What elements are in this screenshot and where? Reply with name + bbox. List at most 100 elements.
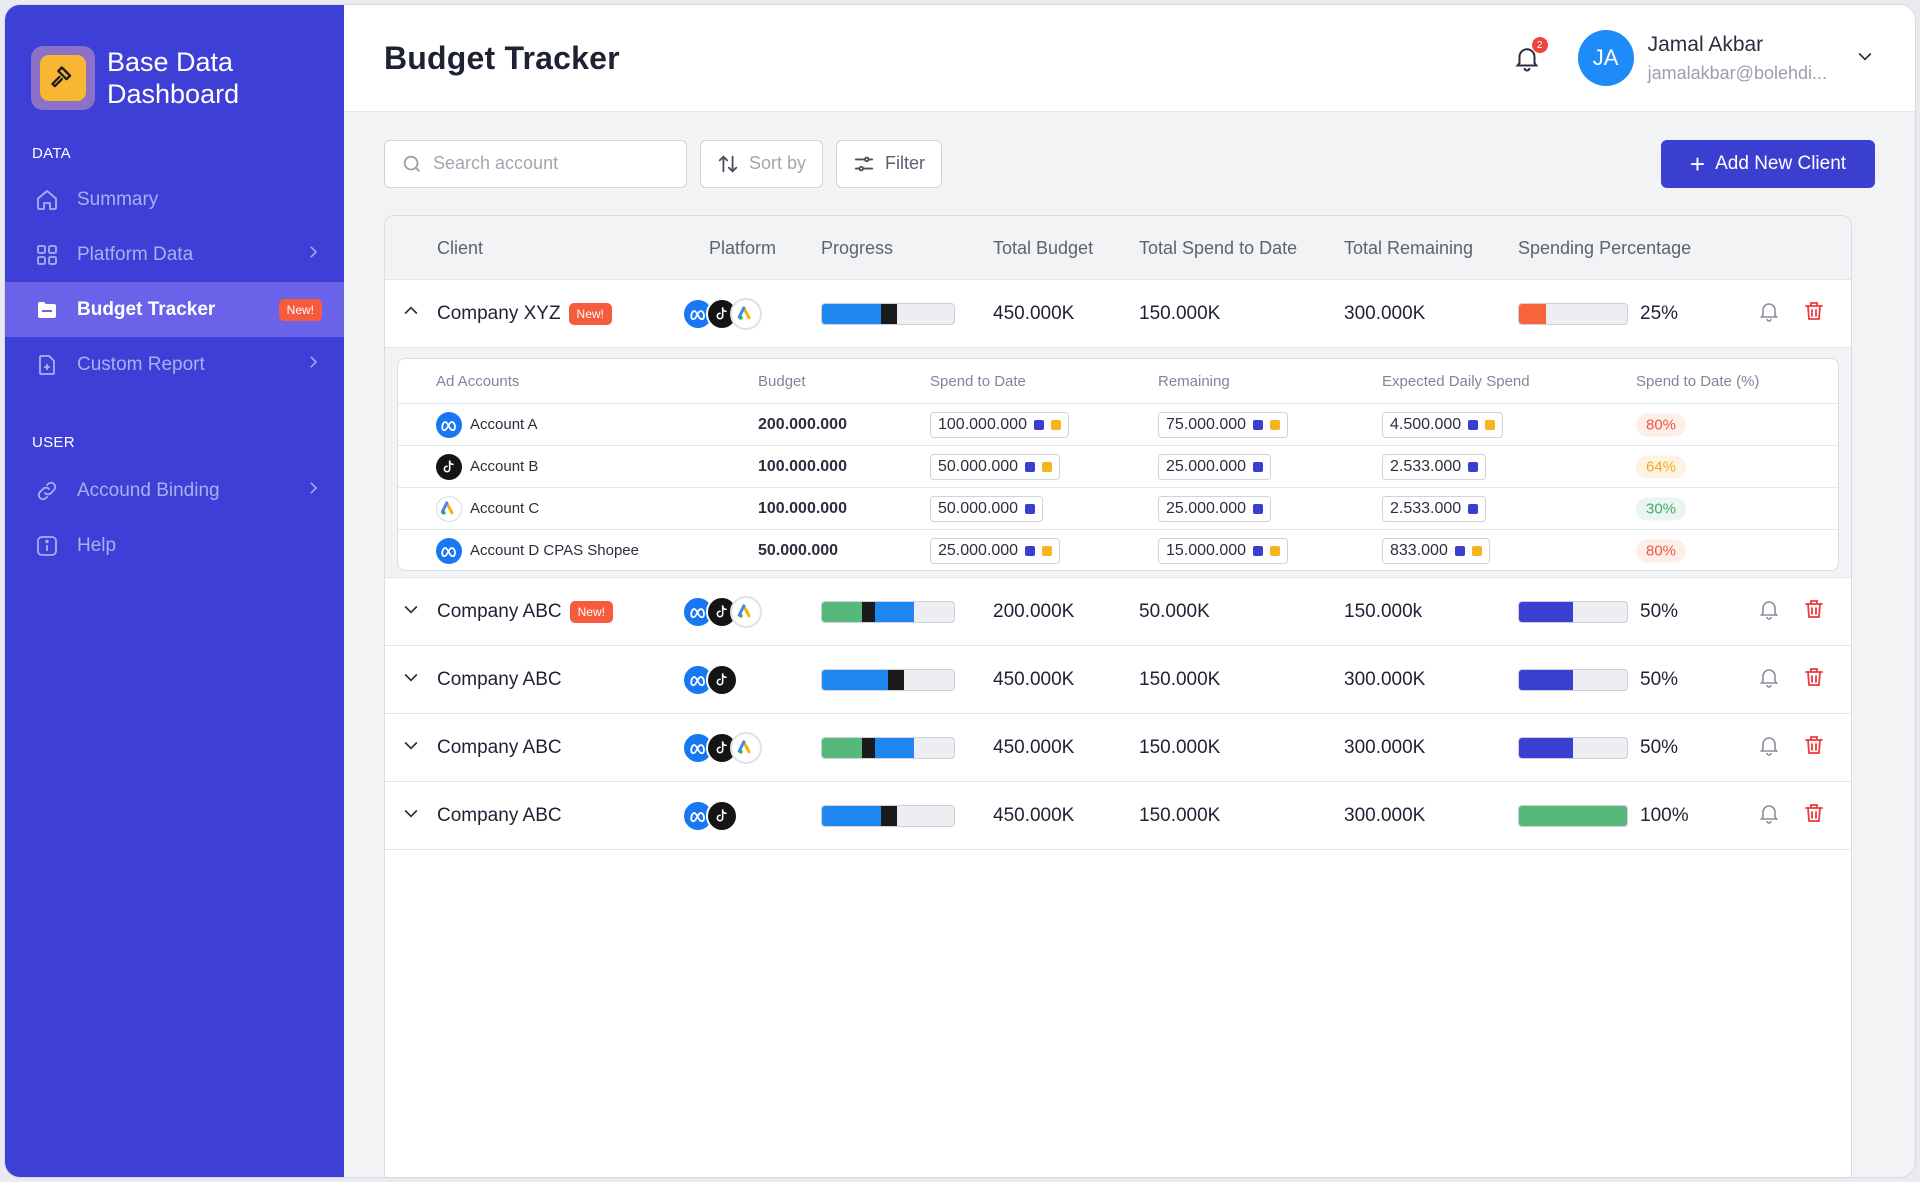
blue-indicator [1253, 419, 1264, 430]
spending-percentage-label: 100% [1640, 804, 1689, 826]
bell-icon[interactable] [1757, 299, 1781, 329]
total-remaining: 300.000K [1344, 736, 1426, 758]
ad-account-row[interactable]: Account A 200.000.000 100.000.000 75.000… [398, 403, 1838, 445]
new-badge: New! [568, 302, 612, 325]
platform-icons [682, 799, 738, 832]
table-row[interactable]: Company XYZ New! 450.000K 150.000K 300.0… [385, 280, 1851, 348]
ad-account-row[interactable]: Account D CPAS Shopee 50.000.000 25.000.… [398, 529, 1838, 570]
trash-icon[interactable] [1802, 733, 1826, 763]
blue-indicator [1253, 503, 1264, 514]
trash-icon[interactable] [1802, 299, 1826, 329]
chevron-down-icon[interactable] [401, 803, 421, 829]
expected-daily-spend-field: 2.533.000 [1382, 495, 1487, 522]
column-header: Spending Percentage [1518, 238, 1692, 258]
account-budget: 100.000.000 [758, 457, 847, 475]
notification-count-badge: 2 [1531, 37, 1548, 53]
spending-percentage-label: 50% [1640, 668, 1679, 690]
account-budget: 200.000.000 [758, 415, 847, 433]
trash-icon[interactable] [1802, 665, 1826, 695]
spend-to-date-value: 25.000.000 [938, 541, 1019, 559]
chevron-down-icon[interactable] [401, 599, 421, 625]
spend-to-date-field: 50.000.000 [930, 495, 1044, 522]
total-remaining: 300.000K [1344, 804, 1426, 826]
spending-bar [1518, 668, 1628, 691]
sort-button[interactable]: Sort by [700, 139, 824, 188]
avatar[interactable]: JA [1577, 30, 1634, 86]
sort-label: Sort by [749, 153, 807, 173]
brand-logo [31, 46, 95, 110]
blue-indicator [1025, 503, 1036, 514]
spend-to-date-field: 50.000.000 [930, 453, 1061, 480]
bell-icon[interactable] [1757, 733, 1781, 763]
ad-account-cell: Account D CPAS Shopee [436, 537, 639, 564]
home-icon [35, 188, 59, 212]
trash-icon[interactable] [1802, 801, 1826, 831]
spending-percentage: 25% [1518, 302, 1678, 325]
google-ads-icon [730, 731, 762, 764]
notification-button[interactable]: 2 [1512, 37, 1548, 73]
total-spend: 150.000K [1139, 668, 1221, 690]
table-row[interactable]: Company ABC 450.000K 150.000K 300.000K 1… [385, 782, 1851, 850]
sidebar-item-summary[interactable]: Summary [5, 172, 344, 227]
chevron-right-icon [304, 479, 322, 503]
ad-account-name: Account D CPAS Shopee [470, 542, 639, 559]
remaining-field: 25.000.000 [1158, 453, 1272, 480]
filter-button[interactable]: Filter [836, 139, 943, 188]
table-row[interactable]: Company ABC 450.000K 150.000K 300.000K 5… [385, 646, 1851, 714]
total-spend: 50.000K [1139, 600, 1210, 622]
total-remaining: 150.000k [1344, 600, 1423, 622]
bell-icon[interactable] [1757, 597, 1781, 627]
filter-label: Filter [885, 153, 926, 173]
table-row[interactable]: Company ABC New! 200.000K 50.000K 150.00… [385, 578, 1851, 646]
ad-account-row[interactable]: Account B 100.000.000 50.000.000 25.000.… [398, 445, 1838, 487]
chevron-down-icon[interactable] [1855, 46, 1875, 71]
chevron-down-icon[interactable] [401, 735, 421, 761]
sidebar-item-custom-report[interactable]: Custom Report [5, 337, 344, 392]
add-new-client-label: Add New Client [1715, 152, 1847, 174]
search-input[interactable]: Search account [384, 139, 687, 188]
client-cell: Company ABC New! [437, 600, 613, 623]
account-budget: 50.000.000 [758, 541, 839, 559]
spending-bar [1518, 804, 1628, 827]
spend-to-date-percentage-badge: 30% [1636, 497, 1687, 520]
column-header: Total Remaining [1344, 238, 1474, 258]
total-budget: 200.000K [993, 600, 1075, 622]
folder-icon [35, 298, 59, 322]
remaining-field: 75.000.000 [1158, 411, 1289, 438]
table-row[interactable]: Company ABC 450.000K 150.000K 300.000K 5… [385, 714, 1851, 782]
add-new-client-button[interactable]: + Add New Client [1661, 139, 1875, 188]
sidebar-item-help[interactable]: Help [5, 518, 344, 573]
progress-bar [821, 302, 955, 325]
spending-percentage-label: 50% [1640, 600, 1679, 622]
sidebar: Base Data Dashboard DATA Summary Platfor… [5, 5, 344, 1177]
ad-account-row[interactable]: Account C 100.000.000 50.000.000 25.000.… [398, 487, 1838, 529]
spending-percentage: 50% [1518, 736, 1678, 759]
filter-icon [854, 156, 874, 171]
client-name: Company ABC [437, 736, 562, 758]
trash-icon[interactable] [1802, 597, 1826, 627]
user-info[interactable]: Jamal Akbar jamalakbar@bolehdi... [1648, 33, 1827, 84]
total-budget: 450.000K [993, 668, 1075, 690]
ad-accounts-header: Ad Accounts Budget Spend to Date Remaini… [398, 359, 1838, 403]
spending-percentage: 50% [1518, 600, 1679, 623]
blue-indicator [1253, 545, 1264, 556]
tiktok-icon [706, 663, 738, 696]
bell-icon[interactable] [1757, 801, 1781, 831]
plus-icon: + [1689, 148, 1706, 179]
bell-icon[interactable] [1757, 665, 1781, 695]
remaining-value: 25.000.000 [1166, 499, 1247, 517]
chevron-down-icon[interactable] [401, 667, 421, 693]
spending-bar [1518, 736, 1628, 759]
sidebar-item-budget-tracker[interactable]: Budget Tracker New! [5, 282, 344, 337]
blue-indicator [1454, 545, 1465, 556]
client-cell: Company XYZ New! [437, 302, 612, 325]
sidebar-item-platform-data[interactable]: Platform Data [5, 227, 344, 282]
sidebar-item-account-binding[interactable]: Accound Binding [5, 463, 344, 518]
column-header: Client [437, 238, 484, 258]
new-badge: New! [569, 600, 613, 623]
sidebar-item-label: Custom Report [77, 353, 205, 375]
table-body: Company XYZ New! 450.000K 150.000K 300.0… [385, 280, 1851, 850]
ad-account-name: Account B [470, 458, 539, 475]
chevron-up-icon[interactable] [401, 301, 421, 327]
brand-title-line1: Base Data [107, 47, 234, 77]
